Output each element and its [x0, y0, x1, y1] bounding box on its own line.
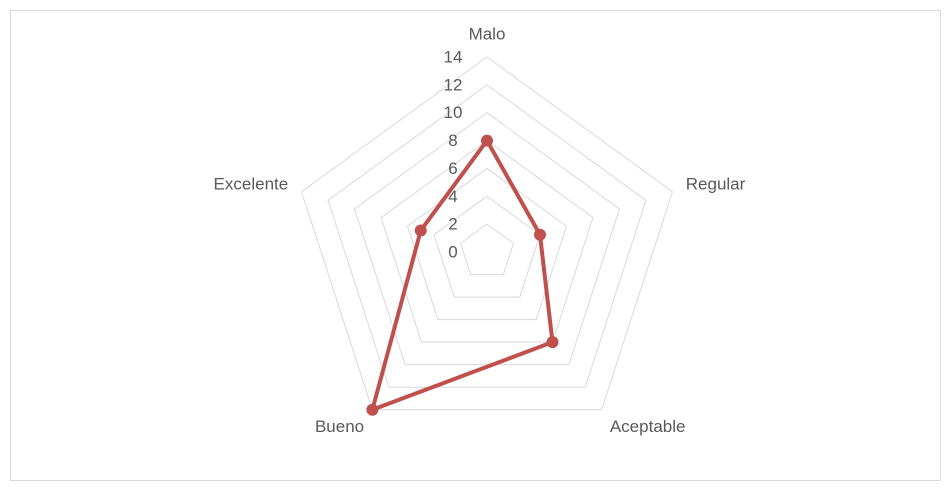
category-label: Excelente: [214, 174, 289, 193]
grid-ring: [300, 56, 674, 411]
data-point: [481, 134, 493, 147]
r-tick-label: 2: [448, 215, 457, 234]
series-line: [370, 138, 555, 412]
category-label: Aceptable: [610, 417, 686, 436]
r-tick-label: 6: [448, 159, 457, 178]
grid-ring: [433, 195, 541, 298]
data-point: [366, 403, 379, 416]
grid-ring: [380, 139, 594, 343]
r-tick-label: 8: [448, 131, 457, 150]
grid-ring: [406, 167, 568, 321]
chart-border: [10, 10, 941, 481]
grid-ring: [327, 84, 647, 388]
category-label: Bueno: [315, 417, 364, 436]
r-tick-label: 14: [444, 47, 463, 66]
category-label: Malo: [469, 24, 506, 43]
r-tick-label: 12: [444, 75, 463, 94]
data-point: [533, 228, 546, 241]
r-tick-label: 0: [448, 242, 457, 261]
category-label: Regular: [686, 174, 746, 193]
data-point: [546, 336, 559, 349]
r-tick-label: 4: [448, 187, 457, 206]
data-point: [414, 224, 427, 237]
r-tick-label: 10: [444, 103, 463, 122]
grid-ring: [459, 223, 515, 276]
